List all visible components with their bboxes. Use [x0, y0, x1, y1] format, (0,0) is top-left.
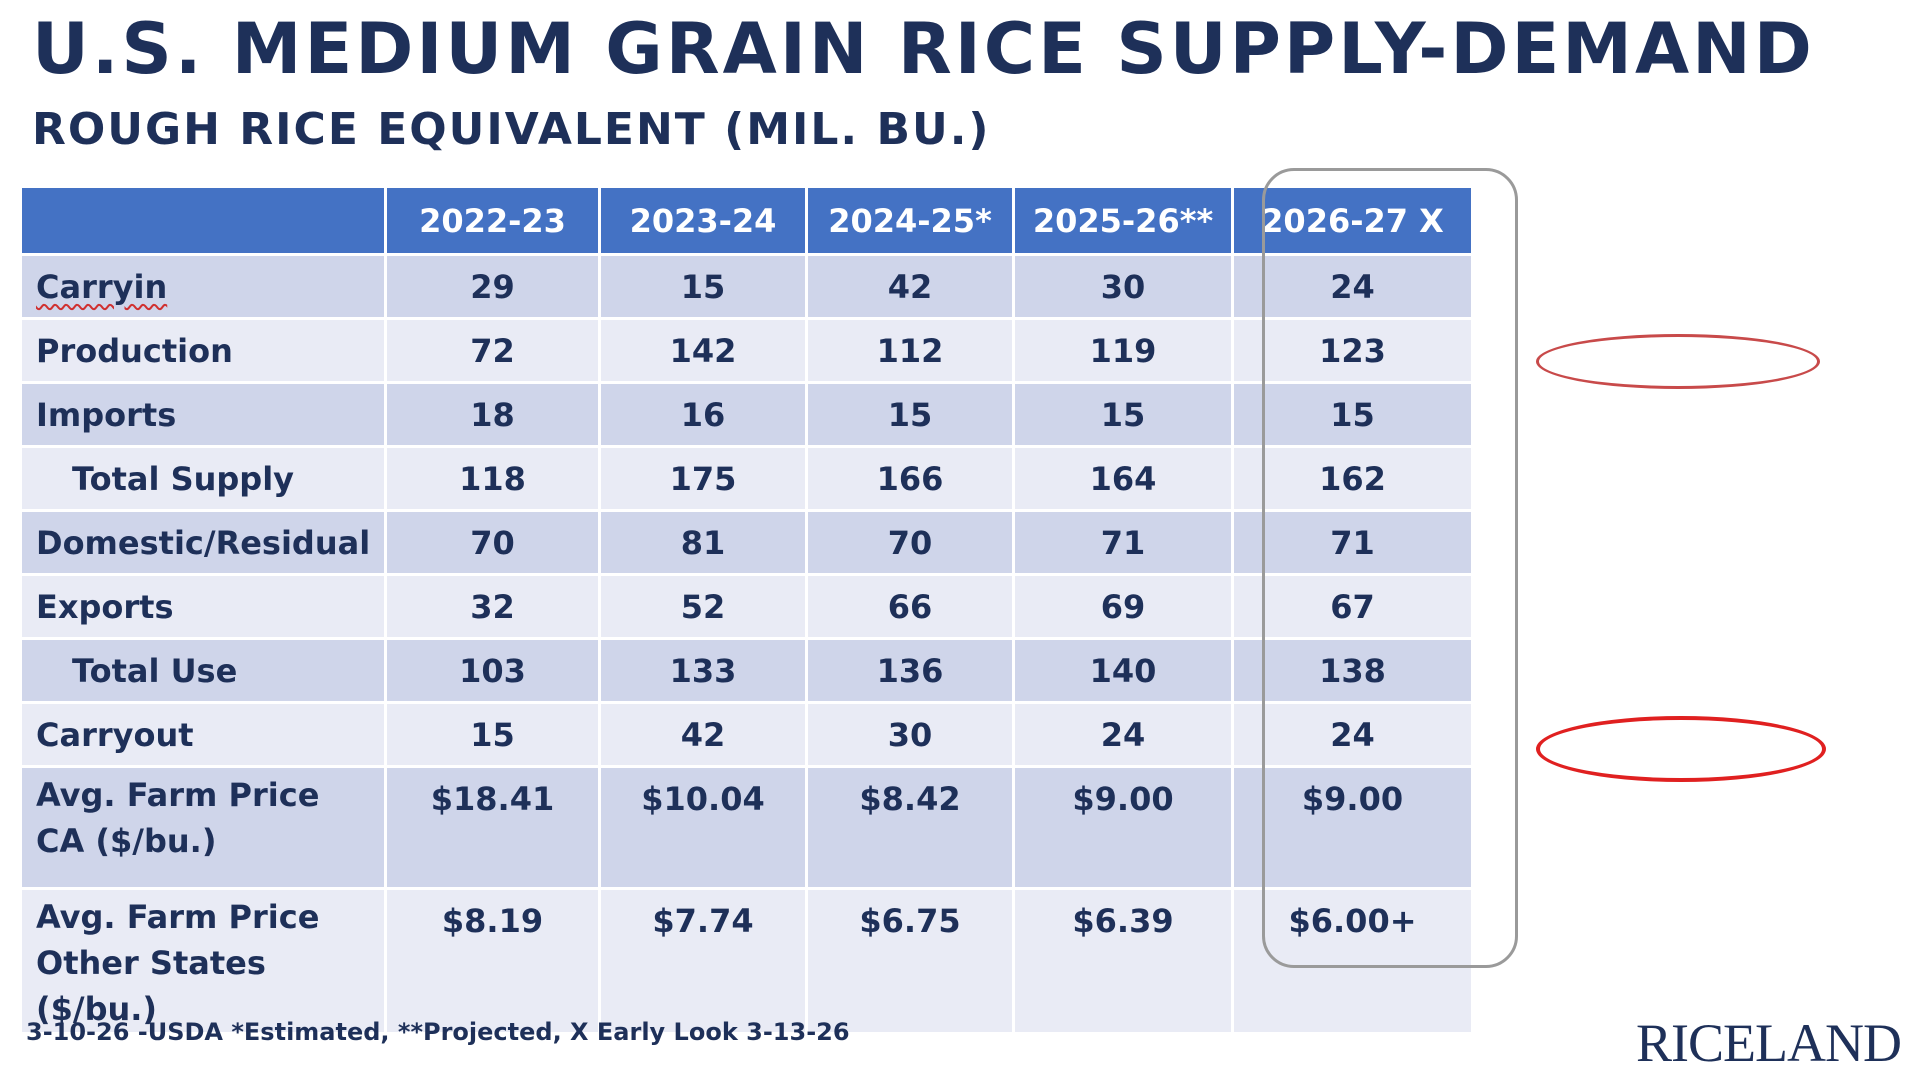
header-cell-2026-27: 2026-27 X — [1234, 188, 1471, 253]
table-cell: $6.39 — [1015, 890, 1231, 1032]
table-cell: 162 — [1234, 448, 1471, 509]
row-label-line1: Avg. Farm Price — [36, 898, 320, 936]
table-cell: 24 — [1234, 256, 1471, 317]
table-row-carryin: Carryin 29 15 42 30 24 — [22, 256, 1471, 317]
table-cell: $8.42 — [808, 768, 1012, 887]
row-label: Avg. Farm Price Other States ($/bu.) — [22, 890, 384, 1032]
table-cell: 15 — [808, 384, 1012, 445]
table-cell: 81 — [601, 512, 805, 573]
table-cell: 32 — [387, 576, 598, 637]
table-row-domestic-residual: Domestic/Residual 70 81 70 71 71 — [22, 512, 1471, 573]
table-row-carryout: Carryout 15 42 30 24 24 — [22, 704, 1471, 765]
table-cell: 71 — [1015, 512, 1231, 573]
row-label-text: Carryin — [36, 267, 168, 306]
table-cell: 140 — [1015, 640, 1231, 701]
row-label: Exports — [22, 576, 384, 637]
row-label-line2: CA ($/bu.) — [36, 822, 217, 860]
table-cell: 42 — [808, 256, 1012, 317]
table-cell: 142 — [601, 320, 805, 381]
table-cell: 70 — [808, 512, 1012, 573]
row-label: Avg. Farm Price CA ($/bu.) — [22, 768, 384, 887]
table-cell: 175 — [601, 448, 805, 509]
table-cell: 24 — [1015, 704, 1231, 765]
table-cell: $9.00 — [1015, 768, 1231, 887]
table-cell: 112 — [808, 320, 1012, 381]
table-cell: 70 — [387, 512, 598, 573]
table-cell: 166 — [808, 448, 1012, 509]
table-cell: 123 — [1234, 320, 1471, 381]
carryout-highlight-ellipse — [1536, 716, 1826, 782]
source-footnote: 3-10-26 -USDA *Estimated, **Projected, X… — [26, 1018, 850, 1046]
table-cell: 66 — [808, 576, 1012, 637]
table-cell: 30 — [808, 704, 1012, 765]
table-cell: 30 — [1015, 256, 1231, 317]
table-cell: 138 — [1234, 640, 1471, 701]
table-cell: 69 — [1015, 576, 1231, 637]
table-cell: 15 — [1234, 384, 1471, 445]
row-label: Production — [22, 320, 384, 381]
header-cell-2024-25: 2024-25* — [808, 188, 1012, 253]
row-label: Carryin — [22, 256, 384, 317]
header-cell-2025-26: 2025-26** — [1015, 188, 1231, 253]
slide-title: U.S. MEDIUM GRAIN RICE SUPPLY-DEMAND — [32, 8, 1815, 90]
table-cell: 15 — [601, 256, 805, 317]
table-row-exports: Exports 32 52 66 69 67 — [22, 576, 1471, 637]
row-label-line2: Other States ($/bu.) — [36, 944, 266, 1028]
table-cell: 119 — [1015, 320, 1231, 381]
table-cell: $6.75 — [808, 890, 1012, 1032]
table-cell: 24 — [1234, 704, 1471, 765]
table-cell: 29 — [387, 256, 598, 317]
slide-subtitle: ROUGH RICE EQUIVALENT (MIL. BU.) — [32, 104, 991, 155]
table-row-avg-farm-price-ca: Avg. Farm Price CA ($/bu.) $18.41 $10.04… — [22, 768, 1471, 887]
row-label: Total Use — [22, 640, 384, 701]
table-cell: 136 — [808, 640, 1012, 701]
header-cell-2023-24: 2023-24 — [601, 188, 805, 253]
table-cell: 164 — [1015, 448, 1231, 509]
header-row: 2022-23 2023-24 2024-25* 2025-26** 2026-… — [22, 188, 1471, 253]
table-cell: 133 — [601, 640, 805, 701]
table-cell: 103 — [387, 640, 598, 701]
table-cell: 15 — [1015, 384, 1231, 445]
row-label: Domestic/Residual — [22, 512, 384, 573]
supply-demand-table: 2022-23 2023-24 2024-25* 2025-26** 2026-… — [19, 185, 1474, 1035]
table-row-total-supply: Total Supply 118 175 166 164 162 — [22, 448, 1471, 509]
header-cell-blank — [22, 188, 384, 253]
table-cell: 118 — [387, 448, 598, 509]
table-row-avg-farm-price-other: Avg. Farm Price Other States ($/bu.) $8.… — [22, 890, 1471, 1032]
table-cell: 18 — [387, 384, 598, 445]
table-cell: $8.19 — [387, 890, 598, 1032]
table-cell: 67 — [1234, 576, 1471, 637]
table-cell: 42 — [601, 704, 805, 765]
header-cell-2022-23: 2022-23 — [387, 188, 598, 253]
production-highlight-ellipse — [1536, 334, 1820, 389]
table-cell: $10.04 — [601, 768, 805, 887]
row-label-line1: Avg. Farm Price — [36, 776, 320, 814]
riceland-logo: RICELAND — [1636, 1013, 1902, 1073]
table-row-production: Production 72 142 112 119 123 — [22, 320, 1471, 381]
table-cell: 72 — [387, 320, 598, 381]
table-cell: $9.00 — [1234, 768, 1471, 887]
table-cell: 71 — [1234, 512, 1471, 573]
supply-demand-table-container: 2022-23 2023-24 2024-25* 2025-26** 2026-… — [22, 188, 1471, 1032]
table-row-total-use: Total Use 103 133 136 140 138 — [22, 640, 1471, 701]
table-cell: 15 — [387, 704, 598, 765]
table-cell: 16 — [601, 384, 805, 445]
projected-column-highlight-box — [1262, 168, 1518, 968]
row-label: Imports — [22, 384, 384, 445]
table-row-imports: Imports 18 16 15 15 15 — [22, 384, 1471, 445]
row-label: Carryout — [22, 704, 384, 765]
table-cell: 52 — [601, 576, 805, 637]
table-cell: $7.74 — [601, 890, 805, 1032]
row-label: Total Supply — [22, 448, 384, 509]
table-cell: $18.41 — [387, 768, 598, 887]
